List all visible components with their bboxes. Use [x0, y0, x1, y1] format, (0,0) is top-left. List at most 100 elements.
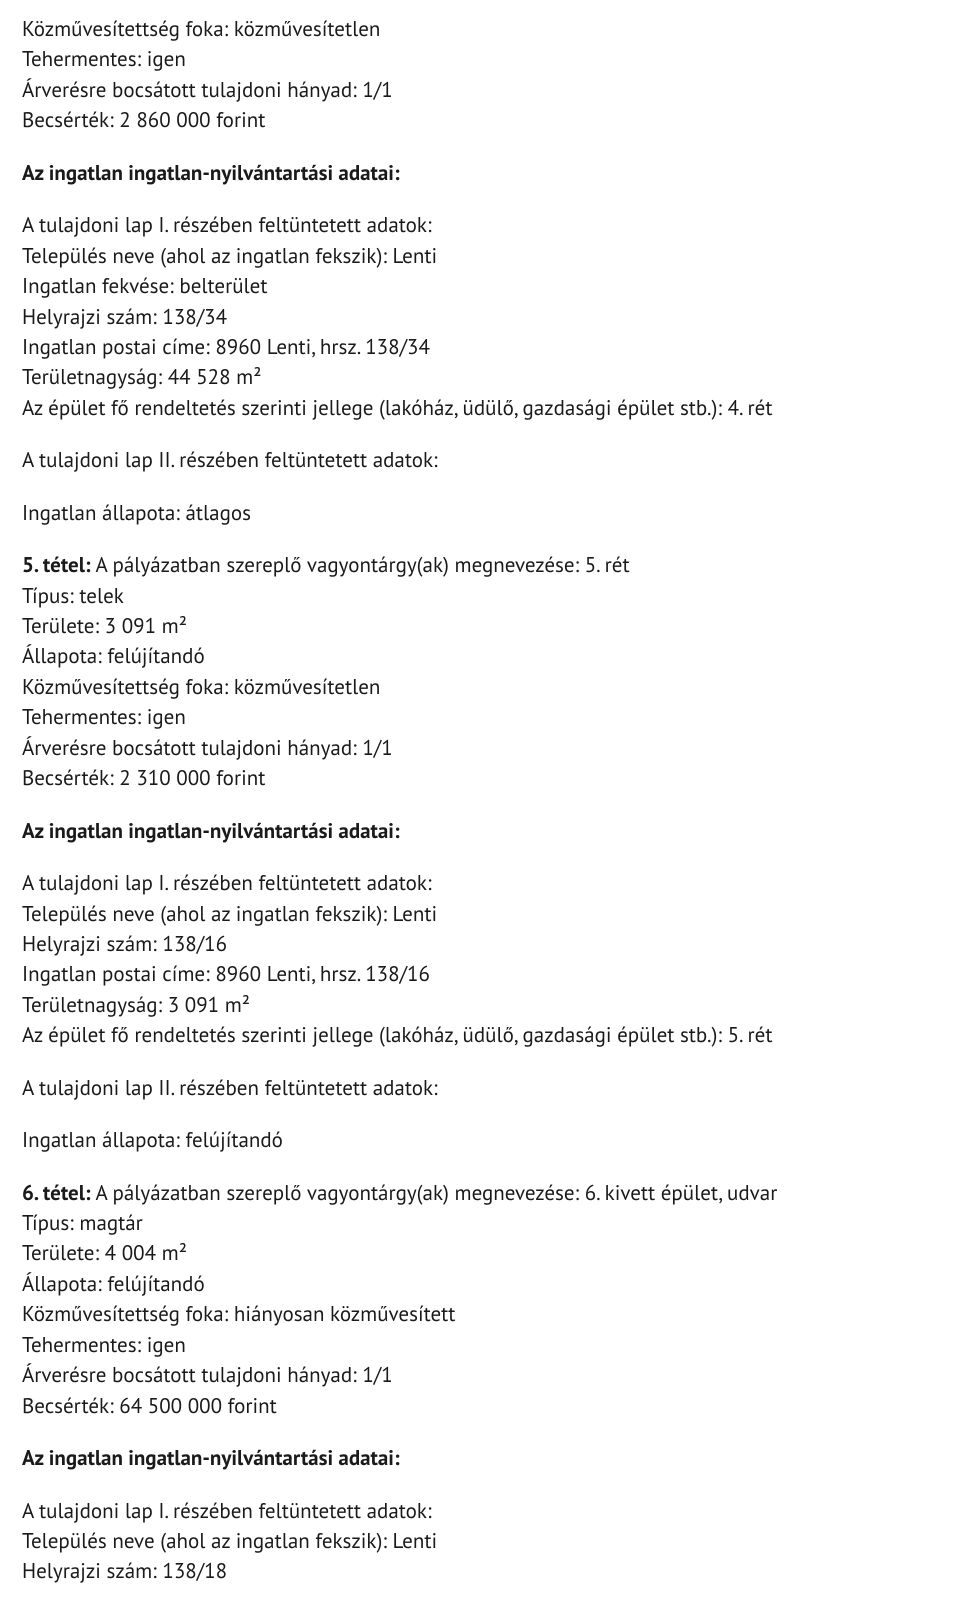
parcel-number-value: 138/34	[162, 303, 227, 330]
parcel-number-line: Helyrajzi szám: 138/16	[22, 929, 938, 959]
settlement-value: Lenti	[393, 242, 438, 269]
property-condition-value: felújítandó	[186, 1126, 283, 1153]
condition-label: Állapota:	[22, 642, 102, 669]
estimated-value-label: Becsérték:	[22, 1392, 114, 1419]
ownership-share-label: Árverésre bocsátott tulajdoni hányad:	[22, 1361, 357, 1388]
area-size-label: Területnagyság:	[22, 363, 162, 390]
ownership-share-label: Árverésre bocsátott tulajdoni hányad:	[22, 76, 357, 103]
settlement-label: Település neve (ahol az ingatlan fekszik…	[22, 1527, 387, 1554]
ownership-share-line: Árverésre bocsátott tulajdoni hányad: 1/…	[22, 75, 938, 105]
settlement-line: Település neve (ahol az ingatlan fekszik…	[22, 1526, 938, 1556]
item-6-title-rest: A pályázatban szereplő vagyontárgy(ak) m…	[95, 1179, 777, 1206]
parcel-number-value: 138/18	[162, 1557, 227, 1584]
lien-free-label: Tehermentes:	[22, 45, 141, 72]
settlement-line: Település neve (ahol az ingatlan fekszik…	[22, 241, 938, 271]
lien-free-line: Tehermentes: igen	[22, 44, 938, 74]
item-5-value-line: Becsérték: 2 310 000 forint	[22, 763, 938, 793]
ownership-share-label: Árverésre bocsátott tulajdoni hányad:	[22, 734, 357, 761]
postal-address-value: 8960 Lenti, hrsz. 138/16	[215, 960, 430, 987]
postal-address-label: Ingatlan postai címe:	[22, 333, 210, 360]
sheet-i-heading: A tulajdoni lap I. részében feltüntetett…	[22, 1496, 938, 1526]
utility-level-value: közművesítetlen	[234, 15, 380, 42]
estimated-value-line: Becsérték: 2 860 000 forint	[22, 105, 938, 135]
postal-address-value: 8960 Lenti, hrsz. 138/34	[215, 333, 430, 360]
postal-address-line: Ingatlan postai címe: 8960 Lenti, hrsz. …	[22, 332, 938, 362]
item-6-condition-line: Állapota: felújítandó	[22, 1269, 938, 1299]
estimated-value-value: 2 860 000 forint	[119, 106, 265, 133]
utility-level-label: Közművesítettség foka:	[22, 15, 228, 42]
item-6-share-value: 1/1	[362, 1361, 392, 1388]
item-5-title-line: 5. tétel: A pályázatban szereplő vagyont…	[22, 550, 938, 580]
property-condition-label: Ingatlan állapota:	[22, 1126, 180, 1153]
lien-free-label: Tehermentes:	[22, 1331, 141, 1358]
condition-label: Állapota:	[22, 1270, 102, 1297]
item-5-type-line: Típus: telek	[22, 581, 938, 611]
estimated-value-label: Becsérték:	[22, 764, 114, 791]
parcel-number-label: Helyrajzi szám:	[22, 303, 157, 330]
building-type-label: Az épület fő rendeltetés szerinti jelleg…	[22, 394, 722, 421]
item-5-utility-line: Közművesítettség foka: közművesítetlen	[22, 672, 938, 702]
item-5-value-value: 2 310 000 forint	[119, 764, 265, 791]
building-type-line: Az épület fő rendeltetés szerinti jelleg…	[22, 393, 938, 423]
sheet-i-heading: A tulajdoni lap I. részében feltüntetett…	[22, 210, 938, 240]
item-6-type-value: magtár	[79, 1209, 142, 1236]
item-6-area-line: Területe: 4 004 m²	[22, 1238, 938, 1268]
item-6-value-line: Becsérték: 64 500 000 forint	[22, 1391, 938, 1421]
item-5-title-bold: 5. tétel:	[22, 551, 91, 578]
sheet-ii-heading: A tulajdoni lap II. részében feltüntetet…	[22, 445, 938, 475]
parcel-number-value: 138/16	[162, 930, 227, 957]
property-condition-value: átlagos	[186, 499, 251, 526]
item-6-lien-line: Tehermentes: igen	[22, 1330, 938, 1360]
item-5-area-value: 3 091 m²	[105, 612, 187, 639]
utility-level-line: Közművesítettség foka: közművesítetlen	[22, 14, 938, 44]
item-6-title-bold: 6. tétel:	[22, 1179, 91, 1206]
item-5-lien-value: igen	[147, 703, 186, 730]
item-5-condition-line: Állapota: felújítandó	[22, 641, 938, 671]
item-5-share-value: 1/1	[362, 734, 392, 761]
parcel-number-line: Helyrajzi szám: 138/18	[22, 1556, 938, 1586]
utility-level-label: Közművesítettség foka:	[22, 673, 228, 700]
type-label: Típus:	[22, 582, 74, 609]
ownership-share-value: 1/1	[362, 76, 392, 103]
postal-address-label: Ingatlan postai címe:	[22, 960, 210, 987]
parcel-number-line: Helyrajzi szám: 138/34	[22, 302, 938, 332]
utility-level-label: Közművesítettség foka:	[22, 1300, 228, 1327]
item-5-type-value: telek	[79, 582, 123, 609]
item-6-type-line: Típus: magtár	[22, 1208, 938, 1238]
location-type-value: belterület	[179, 272, 267, 299]
type-label: Típus:	[22, 1209, 74, 1236]
area-size-label: Területnagyság:	[22, 991, 162, 1018]
area-label: Területe:	[22, 612, 99, 639]
registry-heading: Az ingatlan ingatlan-nyilvántartási adat…	[22, 816, 938, 846]
postal-address-line: Ingatlan postai címe: 8960 Lenti, hrsz. …	[22, 959, 938, 989]
building-type-value: 4. rét	[728, 394, 773, 421]
area-label: Területe:	[22, 1239, 99, 1266]
sheet-ii-heading: A tulajdoni lap II. részében feltüntetet…	[22, 1073, 938, 1103]
item-5-title-rest: A pályázatban szereplő vagyontárgy(ak) m…	[95, 551, 629, 578]
location-type-label: Ingatlan fekvése:	[22, 272, 174, 299]
item-5-share-line: Árverésre bocsátott tulajdoni hányad: 1/…	[22, 733, 938, 763]
item-6-utility-line: Közművesítettség foka: hiányosan közműve…	[22, 1299, 938, 1329]
item-6-condition-value: felújítandó	[107, 1270, 204, 1297]
area-size-value: 3 091 m²	[168, 991, 250, 1018]
settlement-line: Település neve (ahol az ingatlan fekszik…	[22, 899, 938, 929]
item-5-lien-line: Tehermentes: igen	[22, 702, 938, 732]
parcel-number-label: Helyrajzi szám:	[22, 930, 157, 957]
item-5-condition-value: felújítandó	[107, 642, 204, 669]
item-6-value-value: 64 500 000 forint	[119, 1392, 276, 1419]
item-5-area-line: Területe: 3 091 m²	[22, 611, 938, 641]
estimated-value-label: Becsérték:	[22, 106, 114, 133]
building-type-label: Az épület fő rendeltetés szerinti jelleg…	[22, 1021, 722, 1048]
settlement-label: Település neve (ahol az ingatlan fekszik…	[22, 900, 387, 927]
property-condition-line: Ingatlan állapota: felújítandó	[22, 1125, 938, 1155]
item-6-lien-value: igen	[147, 1331, 186, 1358]
item-6-share-line: Árverésre bocsátott tulajdoni hányad: 1/…	[22, 1360, 938, 1390]
sheet-i-heading: A tulajdoni lap I. részében feltüntetett…	[22, 868, 938, 898]
property-condition-line: Ingatlan állapota: átlagos	[22, 498, 938, 528]
building-type-value: 5. rét	[728, 1021, 773, 1048]
settlement-value: Lenti	[393, 1527, 438, 1554]
settlement-label: Település neve (ahol az ingatlan fekszik…	[22, 242, 387, 269]
location-type-line: Ingatlan fekvése: belterület	[22, 271, 938, 301]
property-condition-label: Ingatlan állapota:	[22, 499, 180, 526]
area-size-line: Területnagyság: 44 528 m²	[22, 362, 938, 392]
